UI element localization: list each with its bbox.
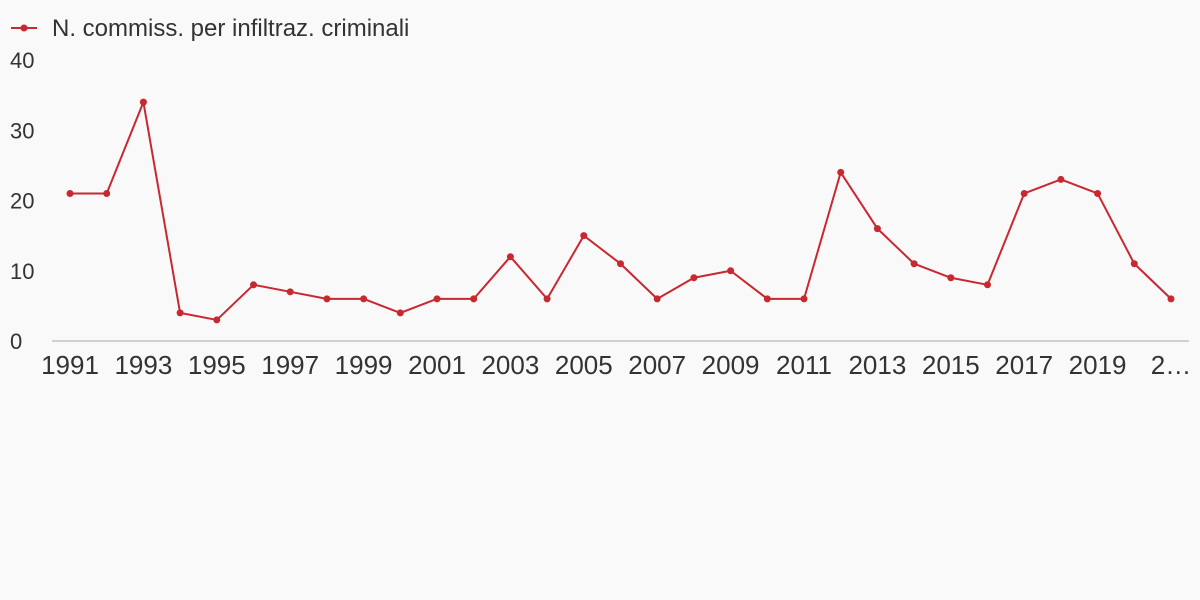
data-point <box>690 274 698 282</box>
x-tick-label: 2001 <box>408 350 466 380</box>
x-axis-ticks: 1991 1993 1995 1997 1999 2001 2003 2005 2007 2009… <box>41 350 1191 380</box>
x-tick-label: 2013 <box>848 350 906 380</box>
data-point <box>286 288 294 296</box>
data-point <box>873 225 881 233</box>
data-point <box>250 281 257 289</box>
legend: N. commiss. per infiltraz. criminali <box>11 15 409 42</box>
x-tick-label: 2019 <box>1069 350 1127 380</box>
data-point <box>1057 175 1065 183</box>
x-tick-label: 2017 <box>995 350 1053 380</box>
data-point <box>470 295 478 303</box>
series-line <box>70 101 1172 321</box>
data-point <box>1167 295 1175 303</box>
x-tick-label: 2011 <box>776 350 832 380</box>
data-point <box>910 260 918 268</box>
x-tick-label: 2003 <box>481 350 539 380</box>
legend-marker-swatch <box>20 24 28 32</box>
x-tick-label: 2005 <box>555 350 613 380</box>
legend-label: N. commiss. per infiltraz. criminali <box>52 15 409 42</box>
data-point <box>617 260 624 268</box>
data-point <box>800 295 808 303</box>
y-tick-label: 20 <box>10 189 34 214</box>
data-point <box>763 295 771 303</box>
x-tick-label: 2015 <box>922 350 980 380</box>
data-point <box>506 253 514 261</box>
y-tick-label: 30 <box>10 118 34 143</box>
y-tick-label: 0 <box>10 329 22 354</box>
data-point <box>1094 189 1102 197</box>
data-point <box>433 295 441 303</box>
data-point <box>984 281 991 289</box>
data-point <box>837 168 845 176</box>
data-point <box>139 98 147 106</box>
x-tick-label: 1991 <box>41 350 99 380</box>
x-tick-label: 2007 <box>628 350 686 380</box>
x-tick-label: 2009 <box>702 350 760 380</box>
data-point <box>1020 189 1028 197</box>
x-tick-label: 2… <box>1151 350 1191 380</box>
data-point <box>580 232 588 240</box>
data-point <box>360 295 368 303</box>
data-point <box>543 295 551 303</box>
y-tick-label: 40 <box>10 48 34 73</box>
series-points <box>66 98 1175 324</box>
data-point <box>1130 260 1138 268</box>
data-point <box>176 309 184 317</box>
x-tick-label: 1997 <box>261 350 319 380</box>
data-point <box>396 309 404 317</box>
data-point <box>66 189 74 197</box>
y-axis-ticks: 0 10 20 30 40 <box>10 48 34 354</box>
data-point <box>727 267 735 275</box>
data-point <box>213 316 221 324</box>
data-point <box>653 295 661 303</box>
x-tick-label: 1995 <box>188 350 246 380</box>
x-tick-label: 1999 <box>335 350 393 380</box>
data-point <box>947 274 955 282</box>
data-point <box>323 295 331 303</box>
data-point <box>103 189 111 197</box>
x-tick-label: 1993 <box>114 350 172 380</box>
y-tick-label: 10 <box>10 259 34 284</box>
